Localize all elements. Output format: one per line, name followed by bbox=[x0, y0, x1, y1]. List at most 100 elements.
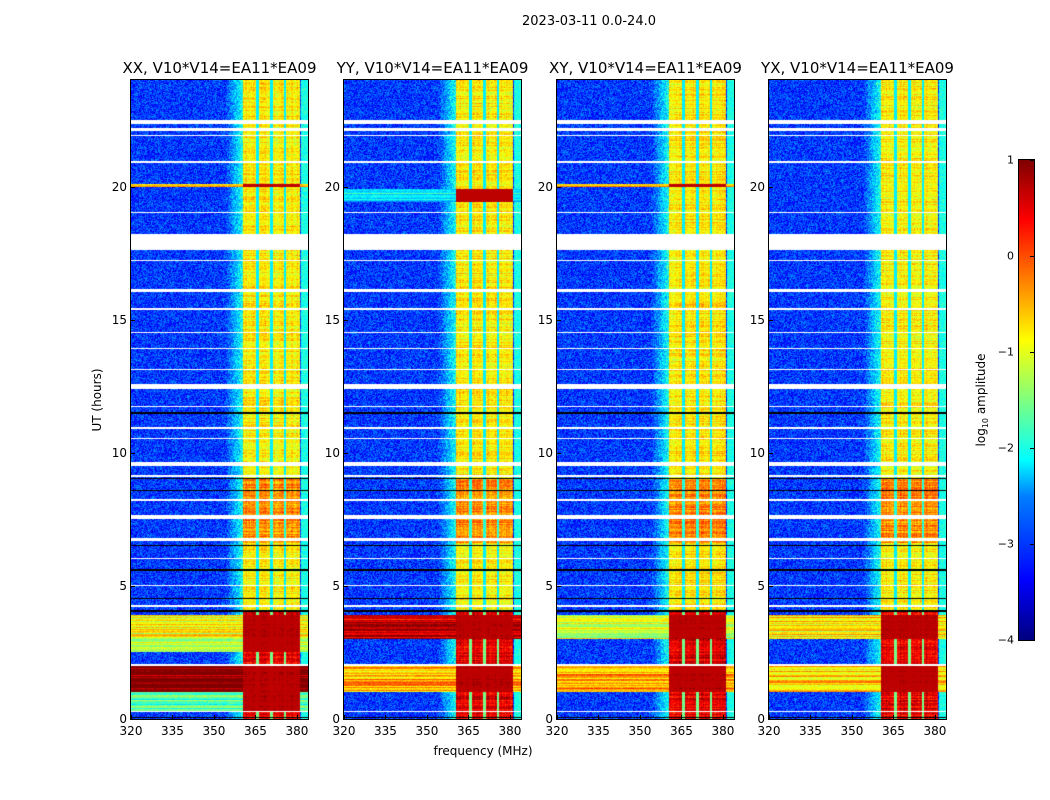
x-tick-label: 320 bbox=[119, 724, 143, 738]
x-axis-label: frequency (MHz) bbox=[433, 744, 533, 758]
figure-suptitle: 2023-03-11 0.0-24.0 bbox=[522, 14, 656, 29]
colorbar-tick-label: −2 bbox=[997, 441, 1014, 455]
x-tick-label: 350 bbox=[202, 724, 226, 738]
y-tick-mark bbox=[769, 186, 773, 188]
y-tick-mark bbox=[557, 186, 561, 188]
heatmap-panel-3 bbox=[556, 79, 735, 720]
y-tick-label: 5 bbox=[545, 578, 553, 593]
y-tick-label: 10 bbox=[324, 445, 340, 460]
x-tick-label: 380 bbox=[711, 724, 735, 738]
colorbar-tick-mark bbox=[1030, 448, 1034, 449]
x-tick-label: 365 bbox=[670, 724, 693, 738]
heatmap-panel-2 bbox=[343, 79, 522, 720]
x-tick-label: 365 bbox=[244, 724, 267, 738]
x-tick-label: 350 bbox=[840, 724, 864, 738]
y-tick-label: 0 bbox=[332, 712, 340, 726]
colorbar-tick-mark bbox=[1030, 544, 1034, 545]
y-tick-label: 5 bbox=[119, 578, 127, 593]
y-tick-mark bbox=[344, 719, 348, 720]
x-tick-label: 365 bbox=[457, 724, 480, 738]
colorbar-label-log: log bbox=[973, 428, 988, 447]
heatmap-image bbox=[344, 80, 521, 719]
panel-title: YX, V10*V14=EA11*EA09 bbox=[761, 59, 954, 77]
x-tick-mark bbox=[255, 715, 257, 719]
x-tick-mark bbox=[213, 715, 215, 719]
y-tick-label: 20 bbox=[537, 179, 553, 194]
colorbar-tick-mark bbox=[1030, 160, 1034, 161]
y-tick-label: 10 bbox=[111, 445, 127, 460]
panel-title: XY, V10*V14=EA11*EA09 bbox=[549, 59, 742, 77]
y-tick-label: 0 bbox=[545, 712, 553, 726]
colorbar-tick-label: −1 bbox=[997, 345, 1014, 359]
x-tick-label: 350 bbox=[415, 724, 439, 738]
y-tick-label: 10 bbox=[537, 445, 553, 460]
y-tick-mark bbox=[557, 719, 561, 720]
colorbar bbox=[1018, 159, 1035, 641]
x-tick-label: 320 bbox=[332, 724, 356, 738]
y-tick-label: 5 bbox=[332, 578, 340, 593]
y-tick-label: 15 bbox=[324, 312, 340, 327]
x-tick-mark bbox=[598, 715, 600, 719]
y-tick-label: 15 bbox=[111, 312, 127, 327]
x-tick-mark bbox=[172, 715, 174, 719]
colorbar-tick-label: −3 bbox=[997, 537, 1014, 551]
y-tick-mark bbox=[769, 319, 773, 321]
y-tick-mark bbox=[131, 186, 135, 188]
x-tick-mark bbox=[934, 715, 936, 719]
x-tick-label: 350 bbox=[628, 724, 652, 738]
x-tick-mark bbox=[557, 715, 558, 719]
y-tick-label: 15 bbox=[537, 312, 553, 327]
colorbar-tick-mark bbox=[1030, 256, 1034, 257]
colorbar-label: log10 amplitude bbox=[974, 354, 990, 447]
y-tick-mark bbox=[131, 585, 135, 587]
y-tick-label: 15 bbox=[749, 312, 765, 327]
heatmap-panel-4 bbox=[768, 79, 947, 720]
y-tick-mark bbox=[557, 452, 561, 454]
heatmap-image bbox=[769, 80, 946, 719]
colorbar-tick-label: −4 bbox=[997, 633, 1014, 647]
colorbar-tick-label: 1 bbox=[1007, 153, 1014, 167]
x-tick-label: 380 bbox=[923, 724, 947, 738]
y-tick-mark bbox=[131, 452, 135, 454]
heatmap-image bbox=[557, 80, 734, 719]
x-tick-label: 380 bbox=[285, 724, 309, 738]
x-tick-mark bbox=[426, 715, 428, 719]
x-tick-mark bbox=[344, 715, 345, 719]
x-tick-label: 335 bbox=[374, 724, 397, 738]
colorbar-tick-mark bbox=[1030, 640, 1034, 641]
x-tick-mark bbox=[893, 715, 895, 719]
heatmap-image bbox=[131, 80, 308, 719]
x-tick-mark bbox=[131, 715, 132, 719]
x-tick-mark bbox=[769, 715, 770, 719]
y-tick-mark bbox=[769, 452, 773, 454]
y-tick-label: 10 bbox=[749, 445, 765, 460]
x-tick-mark bbox=[681, 715, 683, 719]
y-tick-mark bbox=[344, 585, 348, 587]
x-tick-mark bbox=[810, 715, 812, 719]
heatmap-panel-1 bbox=[130, 79, 309, 720]
y-tick-mark bbox=[344, 186, 348, 188]
colorbar-tick-mark bbox=[1030, 352, 1034, 353]
x-tick-mark bbox=[385, 715, 387, 719]
y-tick-mark bbox=[557, 585, 561, 587]
y-tick-mark bbox=[557, 319, 561, 321]
y-tick-mark bbox=[344, 452, 348, 454]
x-tick-mark bbox=[509, 715, 511, 719]
x-tick-label: 335 bbox=[799, 724, 822, 738]
y-tick-mark bbox=[131, 319, 135, 321]
x-tick-mark bbox=[468, 715, 470, 719]
y-tick-label: 20 bbox=[749, 179, 765, 194]
y-tick-label: 20 bbox=[324, 179, 340, 194]
y-tick-label: 20 bbox=[111, 179, 127, 194]
colorbar-label-rest: amplitude bbox=[973, 353, 988, 418]
y-tick-mark bbox=[769, 719, 773, 720]
y-tick-mark bbox=[769, 585, 773, 587]
y-tick-mark bbox=[344, 319, 348, 321]
y-tick-label: 5 bbox=[757, 578, 765, 593]
y-tick-label: 0 bbox=[757, 712, 765, 726]
colorbar-label-sub: 10 bbox=[981, 417, 991, 429]
x-tick-label: 335 bbox=[161, 724, 184, 738]
x-tick-label: 365 bbox=[882, 724, 905, 738]
panel-title: XX, V10*V14=EA11*EA09 bbox=[122, 59, 317, 77]
